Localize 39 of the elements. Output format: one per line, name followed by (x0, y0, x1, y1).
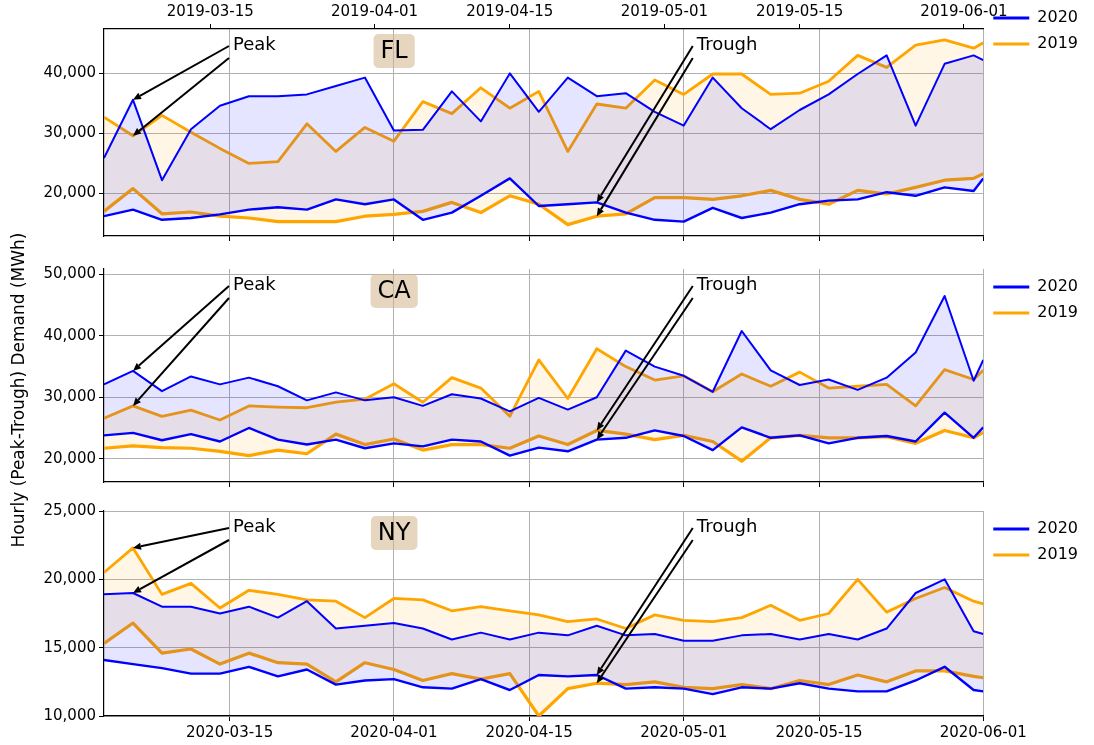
annotation: Peak (232, 32, 277, 54)
x2-tick-label: 2019-06-01 (920, 1, 1008, 20)
legend-label: 2019 (1037, 33, 1078, 53)
x2-tick-label: 2019-04-01 (330, 1, 419, 20)
legend-label: 2020 (1037, 7, 1078, 27)
annotation: Peak (232, 514, 277, 536)
annotation: Trough (695, 32, 758, 54)
x-tick-label: 2020-03-15 (186, 722, 274, 741)
y-tick-label: 30,000 (43, 123, 96, 142)
x-tick-label: 2020-05-01 (640, 722, 728, 741)
annotation: Trough (695, 514, 758, 536)
x2-tick-label: 2019-04-15 (466, 1, 554, 20)
y-tick-label: 10,000 (43, 705, 96, 724)
annotation: Trough (695, 272, 758, 294)
x-tick-label: 2020-04-01 (350, 722, 438, 741)
x2-tick-label: 2019-05-01 (620, 1, 709, 20)
y-tick-label: 40,000 (43, 63, 96, 82)
chart-title: FL (380, 36, 409, 65)
y-tick-label: 30,000 (43, 387, 96, 406)
y-tick-label: 20,000 (43, 448, 96, 467)
y-axis-title: Hourly (Peak-Trough) Demand (MWh) (8, 232, 28, 548)
x-tick-label: 2020-04-15 (485, 722, 573, 741)
x-tick-label: 2020-05-15 (775, 722, 863, 741)
chart-title: NY (377, 518, 411, 547)
chart-title: CA (377, 276, 412, 305)
annotation: Peak (232, 272, 277, 294)
legend-label: 2019 (1037, 302, 1078, 322)
y-tick-label: 20,000 (43, 569, 96, 588)
legend-label: 2019 (1037, 544, 1078, 564)
legend-label: 2020 (1037, 518, 1078, 538)
x2-tick-label: 2019-05-15 (756, 1, 844, 20)
y-tick-label: 20,000 (43, 183, 96, 202)
y-tick-label: 50,000 (43, 264, 96, 283)
x-tick-label: 2020-06-01 (939, 722, 1027, 741)
legend-label: 2020 (1037, 276, 1078, 296)
y-tick-label: 25,000 (43, 500, 96, 519)
y-tick-label: 40,000 (43, 325, 96, 344)
x2-tick-label: 2019-03-15 (166, 1, 254, 20)
y-tick-label: 15,000 (43, 637, 96, 656)
